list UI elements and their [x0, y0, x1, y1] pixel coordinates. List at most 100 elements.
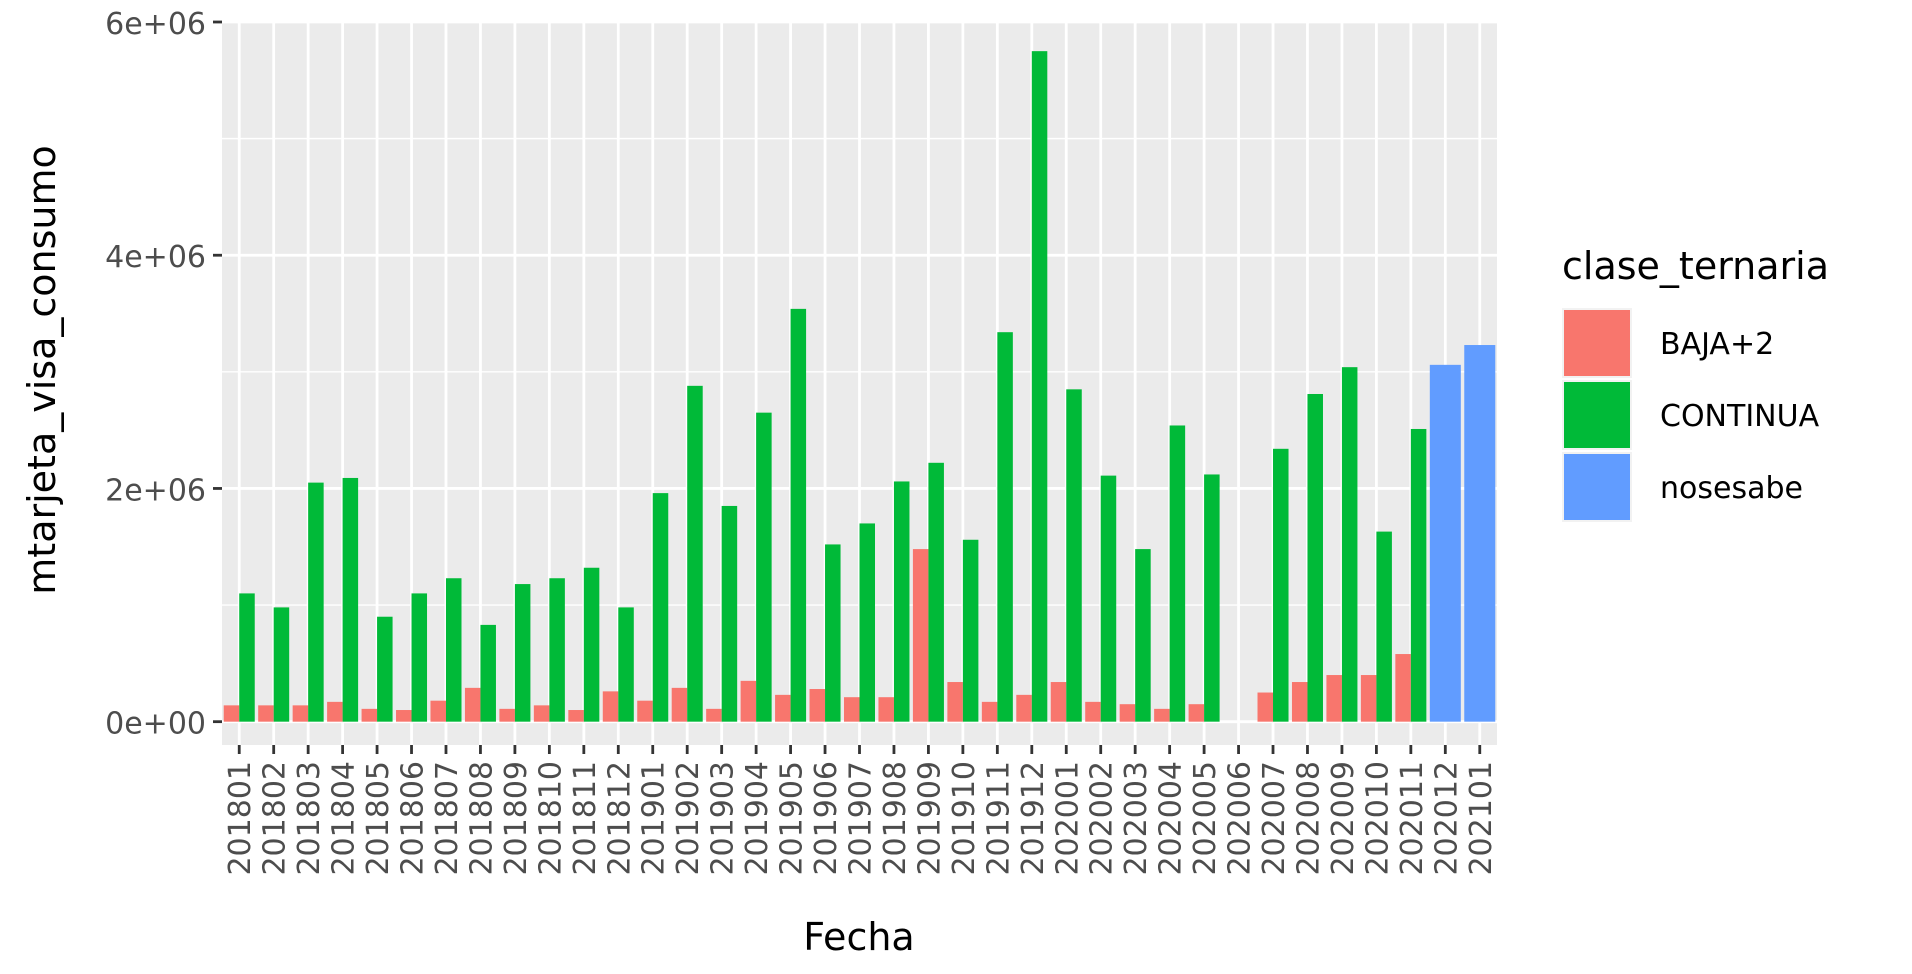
bar-continua-202003 — [1135, 549, 1151, 722]
legend-label: BAJA+2 — [1660, 327, 1774, 362]
x-tick-label: 202002 — [1085, 761, 1120, 876]
x-tick-label: 201902 — [671, 761, 706, 876]
bar-continua-201807 — [445, 578, 462, 722]
x-tick-label: 201807 — [430, 761, 465, 876]
bar-baja2-201908 — [878, 697, 894, 722]
bar-continua-201905 — [790, 308, 807, 722]
bar-continua-202011 — [1410, 428, 1427, 722]
bar-continua-201808 — [480, 624, 496, 722]
bar-baja2-201902 — [671, 687, 688, 722]
bar-baja2-201806 — [396, 710, 412, 722]
legend-title: clase_ternaria — [1562, 244, 1829, 288]
y-axis-title: mtarjeta_visa_consumo — [20, 145, 64, 594]
bar-continua-202002 — [1100, 475, 1117, 722]
legend-swatch — [1564, 310, 1630, 376]
bar-baja2-201804 — [327, 701, 343, 722]
bar-baja2-201803 — [292, 705, 309, 722]
x-tick-label: 202009 — [1326, 761, 1361, 876]
bars — [223, 51, 1496, 722]
y-tick-label: 4e+06 — [105, 240, 206, 275]
bar-continua-202009 — [1341, 367, 1358, 722]
x-tick-label: 201903 — [706, 761, 741, 876]
x-tick-label: 201809 — [499, 761, 534, 876]
x-tick-label: 201905 — [775, 761, 810, 876]
x-tick-label: 202004 — [1154, 761, 1189, 876]
bar-baja2-202004 — [1154, 708, 1170, 722]
bar-continua-201901 — [652, 493, 669, 722]
bar-baja2-202005 — [1188, 704, 1205, 722]
legend-label: CONTINUA — [1660, 399, 1820, 434]
bar-continua-201904 — [756, 412, 772, 722]
x-tick-label: 201912 — [1016, 761, 1051, 876]
bar-baja2-201911 — [981, 701, 998, 722]
bar-continua-201809 — [514, 584, 531, 722]
bar-baja2-201905 — [775, 694, 791, 722]
bar-continua-201804 — [342, 477, 359, 722]
bar-baja2-201909 — [912, 549, 929, 722]
bar-baja2-202007 — [1257, 692, 1274, 722]
x-tick-label: 201804 — [327, 761, 362, 876]
bar-continua-201902 — [687, 385, 703, 722]
bar-continua-201802 — [273, 607, 290, 722]
bar-continua-201801 — [239, 593, 255, 722]
x-tick-label: 202006 — [1223, 761, 1258, 876]
x-tick-label: 201805 — [361, 761, 396, 876]
x-tick-label: 201907 — [844, 761, 879, 876]
x-tick-label: 201911 — [981, 761, 1016, 876]
bar-continua-201803 — [308, 482, 324, 722]
bar-continua-202005 — [1204, 474, 1220, 722]
bar-continua-201907 — [859, 523, 876, 722]
bar-continua-201909 — [928, 462, 944, 722]
legend: clase_ternaria BAJA+2 CONTINUA nosesabe — [1562, 244, 1829, 522]
bar-baja2-201812 — [602, 691, 619, 722]
x-tick-label: 202012 — [1429, 761, 1464, 876]
bar-continua-202004 — [1169, 425, 1186, 722]
x-tick-label: 202008 — [1291, 761, 1326, 876]
bar-continua-201805 — [377, 616, 393, 722]
y-tick-label: 2e+06 — [105, 473, 206, 508]
bar-baja2-202003 — [1119, 704, 1136, 722]
bar-continua-201906 — [825, 544, 841, 722]
bar-baja2-201811 — [568, 710, 584, 722]
bar-baja2-201805 — [361, 708, 378, 722]
x-tick-label: 202011 — [1395, 761, 1430, 876]
x-tick-label: 201810 — [533, 761, 568, 876]
bar-nosesabe-202101 — [1464, 345, 1496, 722]
bar-continua-201903 — [721, 505, 738, 722]
bar-baja2-201906 — [809, 689, 826, 722]
x-tick-label: 201802 — [258, 761, 293, 876]
x-axis-title: Fecha — [803, 915, 914, 959]
x-tick-label: 202003 — [1119, 761, 1154, 876]
x-tick-label: 202005 — [1188, 761, 1223, 876]
bar-continua-202001 — [1066, 389, 1082, 722]
x-tick-label: 202007 — [1257, 761, 1292, 876]
bar-baja2-202008 — [1291, 682, 1308, 722]
x-tick-label: 201910 — [947, 761, 982, 876]
x-tick-label: 202010 — [1360, 761, 1395, 876]
legend-swatch — [1564, 382, 1630, 448]
bar-continua-201811 — [583, 567, 600, 722]
bar-baja2-202009 — [1326, 675, 1342, 722]
x-tick-label: 201808 — [464, 761, 499, 876]
bar-baja2-201904 — [740, 680, 757, 722]
bar-baja2-201808 — [464, 687, 481, 722]
bar-baja2-201912 — [1016, 694, 1032, 722]
legend-swatch — [1564, 454, 1630, 520]
bar-nosesabe-202012 — [1429, 364, 1461, 722]
bar-baja2-201901 — [637, 700, 653, 722]
x-axis: 201801 201802 201803 201804 201805 201806 2018… — [223, 745, 1499, 876]
bar-continua-201912 — [1031, 51, 1048, 722]
bar-continua-201812 — [618, 607, 634, 722]
bar-baja2-201807 — [430, 700, 446, 722]
x-tick-label: 201906 — [809, 761, 844, 876]
y-tick-label: 0e+00 — [105, 707, 206, 742]
x-tick-label: 202001 — [1050, 761, 1085, 876]
bar-continua-201806 — [411, 593, 428, 722]
bar-continua-202007 — [1273, 448, 1289, 722]
x-tick-label: 201908 — [878, 761, 913, 876]
bar-baja2-201907 — [843, 697, 860, 722]
y-axis: 0e+00 2e+06 4e+06 6e+06 — [105, 7, 222, 742]
y-tick-label: 6e+06 — [105, 7, 206, 42]
bar-baja2-202011 — [1395, 654, 1411, 722]
